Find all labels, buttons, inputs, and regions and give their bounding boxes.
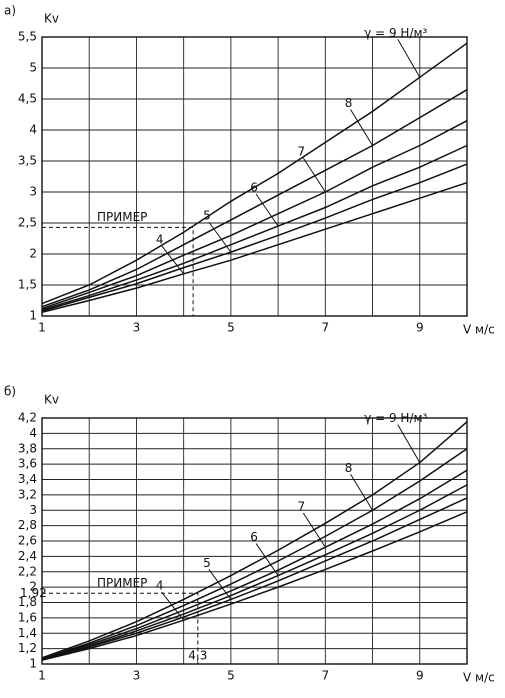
y-tick-label: 1,5 <box>18 278 37 292</box>
curve <box>41 497 468 661</box>
curve <box>41 42 468 305</box>
y-tick-label: 1,8 <box>18 595 37 609</box>
series-label: 7 <box>298 145 306 159</box>
curve <box>41 484 468 661</box>
series-label: 7 <box>298 500 306 514</box>
x-tick-label: 1 <box>38 669 46 683</box>
series-label: γ = 9 Н/м³ <box>364 411 427 425</box>
x-tick-label: 5 <box>227 669 235 683</box>
y-tick-label: 4,2 <box>18 411 37 425</box>
y-tick-label: 2,4 <box>18 549 37 563</box>
y-axis-label: Kv <box>44 393 59 407</box>
curve <box>41 120 468 310</box>
curve <box>41 421 468 659</box>
x-axis-label: V м/с <box>463 323 495 337</box>
x-tick-label: 1 <box>38 321 46 335</box>
curve <box>41 163 468 312</box>
curve <box>41 469 468 660</box>
y-tick-label: 4 <box>29 426 37 440</box>
series-label: 8 <box>345 96 353 110</box>
y-tick-label: 1 <box>29 657 37 671</box>
leader-line <box>255 543 279 576</box>
y-tick-label: 3 <box>29 185 37 199</box>
x-tick-label: 7 <box>322 321 330 335</box>
panel-label: а) <box>4 4 16 18</box>
y-tick-label: 3,6 <box>18 457 37 471</box>
curve <box>41 181 468 314</box>
y-tick-label: 1,6 <box>18 610 37 624</box>
curve <box>41 448 468 660</box>
leader-line <box>208 221 232 253</box>
series-label: 5 <box>203 556 211 570</box>
y-tick-label: 1 <box>29 309 37 323</box>
leader-line <box>350 109 373 146</box>
y-tick-label: 1,4 <box>18 626 37 640</box>
plot-frame <box>41 36 468 317</box>
series-label: 6 <box>250 530 258 544</box>
curve <box>41 511 468 661</box>
x-tick-label: 3 <box>133 669 141 683</box>
leader-line <box>255 193 279 227</box>
y-tick-label: 5,5 <box>18 30 37 44</box>
y-tick-label: 2,2 <box>18 564 37 578</box>
y-tick-label: 2,8 <box>18 518 37 532</box>
example-y-label: 1,92 <box>20 586 47 600</box>
y-tick-label: 3,4 <box>18 472 37 486</box>
example-line <box>42 592 199 664</box>
x-tick-label: 9 <box>416 669 424 683</box>
series-label: 5 <box>203 209 211 223</box>
y-tick-label: 2,5 <box>18 216 37 230</box>
curve <box>41 89 468 308</box>
y-tick-label: 2,6 <box>18 534 37 548</box>
x-axis-label: V м/с <box>463 671 495 685</box>
y-tick-label: 4 <box>29 123 37 137</box>
x-tick-label: 5 <box>227 321 235 335</box>
x-tick-label: 9 <box>416 321 424 335</box>
example-x-label: 4,3 <box>188 649 207 663</box>
y-tick-label: 3 <box>29 503 37 517</box>
y-axis-label: Kv <box>44 12 59 26</box>
y-tick-label: 3,2 <box>18 487 37 501</box>
leader-line <box>397 39 421 78</box>
y-tick-label: 2 <box>29 580 37 594</box>
leader-line <box>208 569 232 600</box>
series-label: 8 <box>345 461 353 475</box>
leader-line <box>397 424 421 463</box>
example-line <box>42 226 194 316</box>
x-tick-label: 7 <box>322 669 330 683</box>
series-label: 4 <box>156 232 164 246</box>
y-tick-label: 4,5 <box>18 92 37 106</box>
leader-line <box>350 473 373 511</box>
y-tick-label: 1,2 <box>18 641 37 655</box>
curve <box>41 144 468 311</box>
x-tick-label: 3 <box>133 321 141 335</box>
panel-label: б) <box>4 385 16 399</box>
example-label: ПРИМЕР <box>97 576 147 590</box>
series-label: γ = 9 Н/м³ <box>364 26 427 40</box>
y-tick-label: 2 <box>29 247 37 261</box>
series-label: 4 <box>156 579 164 593</box>
example-label: ПРИМЕР <box>97 210 147 224</box>
leader-line <box>302 157 326 193</box>
y-tick-label: 3,8 <box>18 441 37 455</box>
y-tick-label: 3,5 <box>18 154 37 168</box>
plot-frame <box>41 417 468 665</box>
y-tick-label: 5 <box>29 61 37 75</box>
